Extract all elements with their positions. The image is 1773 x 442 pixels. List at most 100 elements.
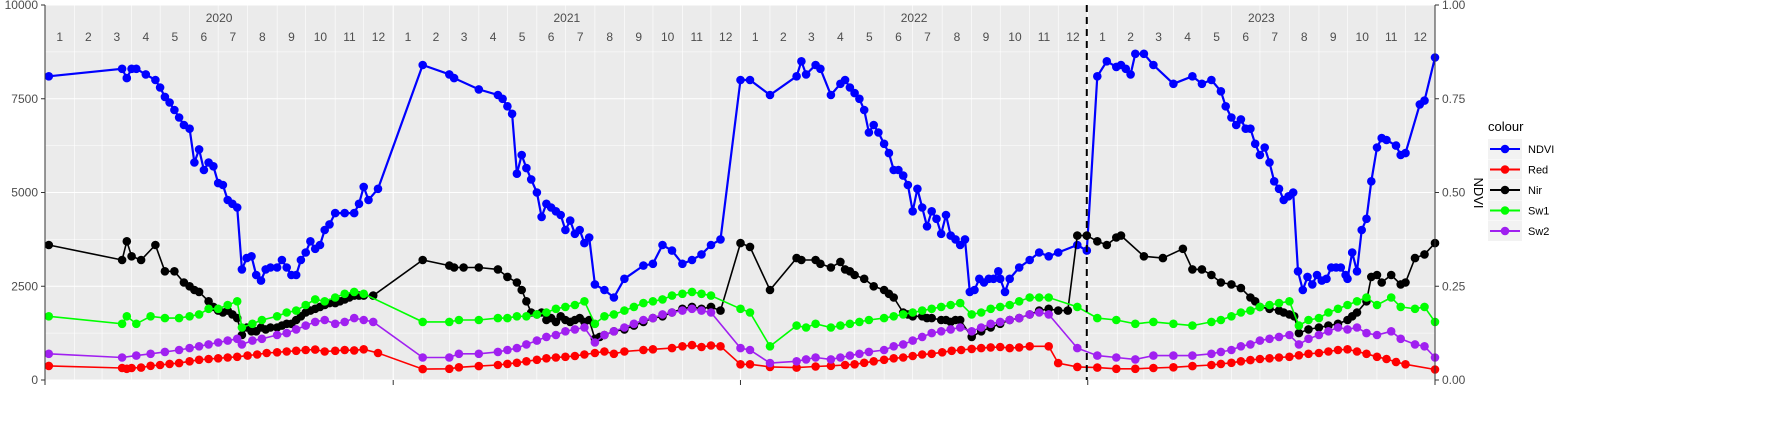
- point-ndvi: [801, 70, 811, 79]
- point-red: [1343, 345, 1352, 354]
- month-label: 11: [690, 30, 703, 44]
- point-red: [262, 348, 272, 358]
- point-sw1: [185, 312, 194, 321]
- point-sw2: [1188, 351, 1197, 360]
- point-nir: [1053, 306, 1063, 315]
- point-ndvi: [1367, 177, 1376, 186]
- point-sw2: [946, 325, 955, 334]
- point-red: [493, 360, 503, 370]
- legend-label-ndvi: NDVI: [1528, 144, 1554, 156]
- point-ndvi: [306, 237, 315, 246]
- point-red: [706, 341, 716, 350]
- point-sw2: [532, 336, 542, 345]
- point-red: [174, 358, 184, 368]
- point-sw1: [855, 317, 864, 327]
- point-ndvi: [797, 57, 806, 66]
- point-nir: [1352, 308, 1362, 317]
- point-ndvi: [517, 150, 526, 160]
- point-ndvi: [874, 128, 883, 137]
- point-ndvi: [1352, 267, 1362, 276]
- legend-key-point: [1500, 185, 1510, 195]
- point-sw1: [1236, 308, 1246, 317]
- point-sw1: [1093, 313, 1102, 323]
- y-right-tick-label: 0.75: [1442, 92, 1466, 106]
- point-ndvi: [315, 240, 325, 250]
- y-right-tick-label: 0.50: [1442, 186, 1466, 200]
- point-nir: [1158, 253, 1168, 263]
- point-red: [445, 364, 454, 374]
- point-red: [349, 346, 359, 355]
- point-sw1: [1073, 302, 1082, 312]
- point-ndvi: [1169, 79, 1178, 89]
- point-red: [1207, 360, 1216, 370]
- y-right-axis-title: NDVI: [1471, 177, 1486, 208]
- point-red: [204, 354, 213, 364]
- point-ndvi: [291, 270, 301, 280]
- point-nir: [1102, 240, 1112, 250]
- point-red: [44, 361, 54, 371]
- point-ndvi: [706, 240, 716, 250]
- point-red: [1169, 363, 1178, 372]
- point-red: [542, 354, 551, 363]
- point-sw2: [1396, 334, 1405, 344]
- point-ndvi: [941, 210, 951, 220]
- point-red: [879, 355, 889, 365]
- point-sw1: [474, 315, 484, 325]
- point-ndvi: [556, 210, 565, 220]
- point-sw2: [237, 340, 247, 349]
- point-red: [1382, 354, 1391, 364]
- point-sw1: [570, 300, 580, 310]
- point-ndvi: [122, 73, 132, 83]
- point-sw1: [454, 315, 464, 325]
- point-red: [811, 362, 820, 371]
- year-label: 2021: [553, 11, 580, 25]
- point-red: [1274, 353, 1284, 362]
- point-red: [1093, 363, 1102, 372]
- point-sw2: [291, 325, 301, 334]
- point-sw2: [1093, 351, 1102, 360]
- point-red: [840, 360, 850, 370]
- point-ndvi: [256, 276, 266, 285]
- point-sw1: [1044, 293, 1053, 302]
- point-ndvi: [1005, 274, 1014, 284]
- month-label: 7: [577, 30, 584, 44]
- point-sw2: [836, 353, 845, 362]
- point-nir: [136, 255, 146, 265]
- month-label: 4: [1184, 30, 1191, 44]
- month-label: 6: [1242, 30, 1249, 44]
- point-ndvi: [932, 214, 941, 224]
- point-ndvi: [277, 255, 287, 265]
- point-ndvi: [1246, 124, 1255, 133]
- point-sw2: [879, 345, 889, 355]
- point-ndvi: [894, 165, 903, 175]
- legend-label-sw1: Sw1: [1528, 206, 1549, 218]
- point-sw2: [282, 328, 292, 338]
- point-ndvi: [736, 75, 745, 85]
- point-sw1: [1285, 297, 1294, 306]
- point-sw2: [1034, 308, 1044, 317]
- point-sw2: [512, 343, 522, 353]
- point-sw2: [995, 317, 1005, 327]
- point-sw2: [1386, 327, 1396, 336]
- point-ndvi: [1044, 251, 1053, 261]
- point-ndvi: [1073, 240, 1082, 250]
- point-sw1: [122, 312, 132, 321]
- point-sw1: [1386, 293, 1396, 302]
- point-ndvi: [908, 207, 917, 216]
- point-sw1: [765, 342, 775, 351]
- point-ndvi: [512, 169, 522, 178]
- point-red: [697, 342, 706, 352]
- point-red: [1372, 352, 1382, 362]
- point-ndvi: [864, 128, 874, 137]
- point-sw1: [687, 287, 697, 297]
- point-ndvi: [1312, 270, 1322, 280]
- point-sw2: [1044, 310, 1053, 319]
- point-nir: [512, 278, 522, 287]
- point-sw2: [908, 336, 917, 345]
- point-red: [1131, 364, 1140, 374]
- point-sw1: [1188, 321, 1197, 330]
- point-red: [1352, 347, 1362, 356]
- point-ndvi: [1269, 177, 1279, 186]
- point-ndvi: [561, 225, 570, 235]
- point-sw1: [1246, 306, 1255, 315]
